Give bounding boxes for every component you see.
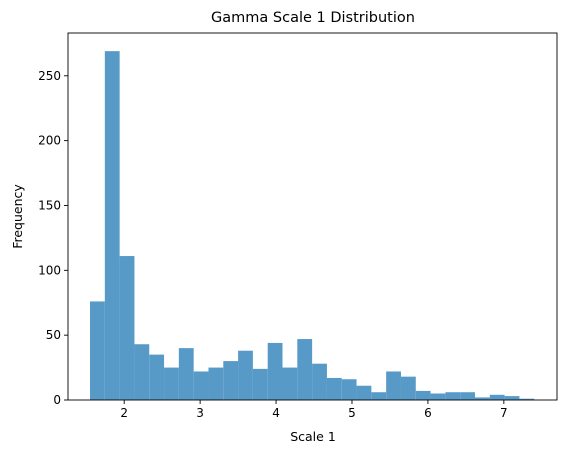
histogram-bar-28 [504,396,520,400]
histogram-bar-3 [134,344,150,400]
histogram-bar-1 [104,51,120,400]
x-axis-label: Scale 1 [290,429,336,444]
histogram-bar-19 [371,392,387,400]
histogram-bar-13 [282,367,298,400]
y-tick-label: 150 [38,198,61,212]
y-tick-label: 100 [38,263,61,277]
y-tick-label: 0 [53,393,61,407]
histogram-bar-6 [178,348,194,400]
x-axis-ticks: 2 3 4 5 6 7 [120,400,508,420]
x-tick-label: 6 [424,406,432,420]
histogram-bar-17 [341,379,357,400]
histogram-bar-7 [193,371,209,400]
histogram-bar-29 [519,398,535,400]
chart-title: Gamma Scale 1 Distribution [211,10,415,26]
y-tick-label: 200 [38,134,61,148]
x-tick-label: 4 [272,406,280,420]
y-axis-label: Frequency [10,184,25,249]
histogram-bar-12 [267,342,283,400]
histogram-bar-18 [356,385,372,400]
y-axis-ticks: 0 50 100 150 200 250 [38,69,68,407]
plot-area-frame [67,32,558,401]
histogram-bars [90,51,535,400]
y-tick-label: 250 [38,69,61,83]
x-tick-label: 2 [120,406,128,420]
x-tick-label: 5 [348,406,356,420]
histogram-bar-23 [430,393,446,400]
histogram-bar-20 [386,371,401,400]
histogram-bar-8 [208,367,224,400]
histogram-bar-22 [415,390,431,400]
histogram-bar-24 [445,392,461,400]
histogram-bar-21 [400,376,416,400]
histogram-bar-27 [489,394,505,400]
histogram-bar-5 [164,367,179,400]
y-tick-label: 50 [46,328,61,342]
histogram-bar-10 [238,350,253,400]
histogram-bar-16 [326,377,342,400]
x-tick-label: 3 [196,406,204,420]
histogram-bar-25 [460,392,475,400]
histogram-bar-2 [119,256,135,400]
histogram-bar-14 [297,339,313,400]
histogram-bar-26 [474,397,490,400]
histogram-bar-15 [312,363,327,400]
histogram-bar-9 [223,361,239,400]
x-tick-label: 7 [500,406,508,420]
histogram-bar-11 [252,368,268,400]
histogram-bar-4 [149,354,165,400]
histogram-bar-0 [90,301,105,400]
